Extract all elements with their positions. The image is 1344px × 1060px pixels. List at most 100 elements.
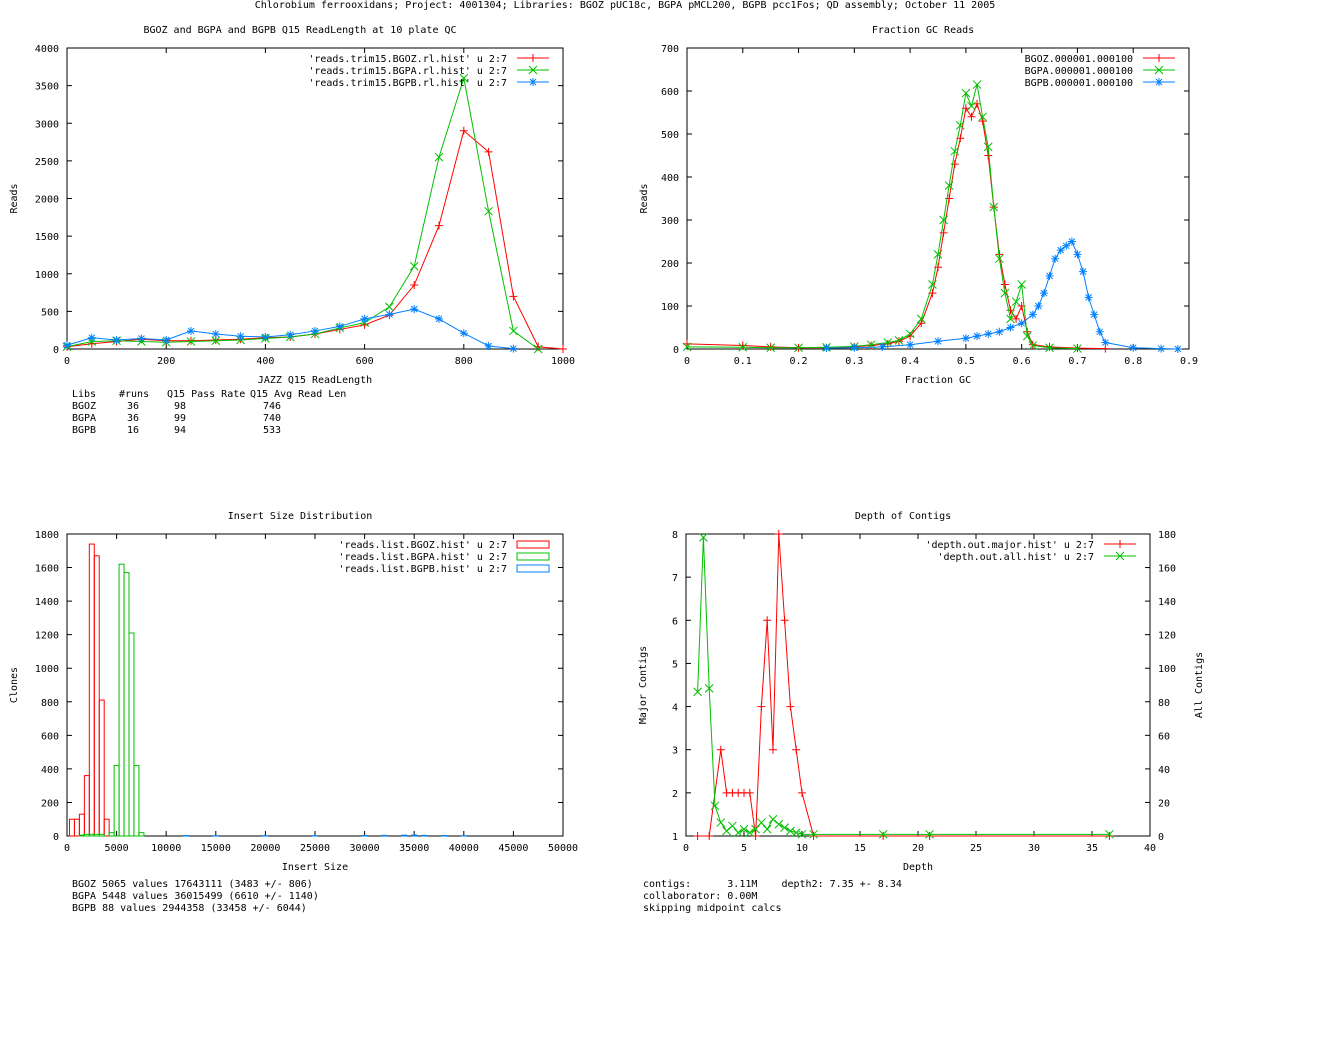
bar bbox=[83, 775, 90, 837]
stats-cell: 94 bbox=[174, 425, 186, 436]
data-point bbox=[738, 341, 747, 350]
data-point bbox=[509, 292, 518, 301]
data-point bbox=[1062, 241, 1071, 250]
bar bbox=[68, 818, 75, 837]
stats-cell: 99 bbox=[174, 413, 186, 424]
stats-line: BGOZ 5065 values 17643111 (3483 +/- 806) bbox=[72, 879, 313, 890]
data-point bbox=[739, 824, 749, 834]
data-point bbox=[972, 80, 982, 89]
bar bbox=[98, 833, 105, 837]
data-point bbox=[1000, 280, 1009, 289]
x-tick-label: 0.4 bbox=[901, 356, 919, 367]
data-point bbox=[699, 533, 708, 542]
x-tick-label: 0.2 bbox=[790, 356, 808, 367]
series-line bbox=[686, 102, 1106, 350]
chart-title: Depth of Contigs bbox=[855, 511, 951, 522]
data-point bbox=[682, 342, 692, 352]
series-2 bbox=[693, 533, 1114, 839]
stats-cell: BGOZ bbox=[72, 401, 96, 412]
stats-cell: 36 bbox=[127, 413, 139, 424]
data-point bbox=[939, 215, 948, 225]
data-point bbox=[989, 202, 999, 212]
legend-marker bbox=[529, 54, 537, 62]
data-point bbox=[878, 829, 888, 839]
stats-line: contigs: 3.11M depth2: 7.35 +- 8.34 bbox=[643, 879, 902, 890]
data-point bbox=[385, 302, 394, 312]
data-point bbox=[509, 344, 518, 353]
x-tick-label: 30000 bbox=[350, 843, 380, 854]
legend-marker bbox=[528, 65, 538, 75]
data-point bbox=[766, 343, 776, 353]
y2-axis-label: All Contigs bbox=[1194, 652, 1205, 718]
y-tick-label: 3500 bbox=[35, 82, 59, 93]
data-point bbox=[768, 814, 778, 824]
x-tick-label: 0.9 bbox=[1180, 356, 1198, 367]
y2-tick-label: 80 bbox=[1158, 698, 1170, 709]
data-point bbox=[780, 823, 789, 832]
stats-header: Q15 Pass Rate bbox=[167, 389, 245, 400]
stats-cell: BGPB bbox=[72, 425, 96, 436]
stats-cell: 98 bbox=[174, 401, 186, 412]
x-tick-label: 15 bbox=[854, 843, 866, 854]
data-point bbox=[509, 326, 518, 336]
legend-swatch bbox=[516, 552, 550, 561]
y2-tick-label: 180 bbox=[1158, 530, 1176, 541]
data-point bbox=[1017, 319, 1026, 328]
legend-label: 'reads.list.BGOZ.hist' u 2:7 bbox=[338, 540, 507, 551]
series-line bbox=[66, 308, 514, 350]
bar bbox=[108, 832, 115, 837]
bar bbox=[83, 833, 90, 837]
data-point bbox=[261, 332, 270, 341]
legend-label: 'reads.trim15.BGPB.rl.hist' u 2:7 bbox=[308, 78, 507, 89]
stats-line: BGPA 5448 values 36015499 (6610 +/- 1140… bbox=[72, 891, 319, 902]
y-axis-label: Major Contigs bbox=[638, 646, 649, 724]
data-point bbox=[995, 254, 1004, 264]
data-point bbox=[780, 616, 789, 625]
y-tick-label: 4000 bbox=[35, 44, 59, 55]
x-tick-label: 5 bbox=[741, 843, 747, 854]
legend-marker bbox=[1115, 551, 1125, 561]
data-point bbox=[797, 829, 807, 839]
chart-title: Insert Size Distribution bbox=[228, 511, 373, 522]
data-point bbox=[710, 801, 720, 811]
x-axis-label: Fraction GC bbox=[905, 375, 971, 386]
bar bbox=[73, 818, 80, 837]
data-point bbox=[186, 337, 196, 346]
data-point bbox=[809, 832, 818, 840]
series-3 bbox=[63, 305, 518, 353]
data-point bbox=[798, 788, 806, 797]
series-line bbox=[697, 537, 1110, 835]
x-tick-label: 40 bbox=[1144, 843, 1156, 854]
bar bbox=[88, 543, 95, 837]
data-point bbox=[1006, 323, 1015, 332]
x-tick-label: 35000 bbox=[399, 843, 429, 854]
data-point bbox=[435, 314, 443, 323]
data-point bbox=[435, 221, 443, 230]
series-2 bbox=[78, 563, 145, 837]
data-point bbox=[894, 336, 904, 345]
data-point bbox=[1157, 344, 1166, 353]
bar bbox=[421, 834, 428, 837]
x-tick-label: 5000 bbox=[105, 843, 129, 854]
bar bbox=[440, 834, 447, 837]
legend-label: 'depth.out.major.hist' u 2:7 bbox=[925, 540, 1094, 551]
stats-cell: 36 bbox=[127, 401, 139, 412]
data-point bbox=[1012, 314, 1021, 323]
data-point bbox=[459, 73, 469, 83]
series-line bbox=[686, 84, 1078, 350]
data-point bbox=[1056, 246, 1065, 255]
y2-tick-label: 160 bbox=[1158, 564, 1176, 575]
y-tick-label: 100 bbox=[661, 302, 679, 313]
y-tick-label: 7 bbox=[672, 573, 678, 584]
data-point bbox=[786, 826, 795, 836]
stats-header: Q15 Avg Read Len bbox=[250, 389, 346, 400]
stats-line: skipping midpoint calcs bbox=[643, 903, 781, 914]
data-point bbox=[1090, 310, 1099, 319]
legend-marker bbox=[1154, 65, 1164, 75]
data-point bbox=[1051, 254, 1060, 263]
series-1 bbox=[693, 530, 1114, 840]
x-tick-label: 40000 bbox=[449, 843, 479, 854]
legend-marker bbox=[529, 78, 537, 86]
y-tick-label: 500 bbox=[41, 307, 59, 318]
legend-marker bbox=[1116, 540, 1124, 548]
